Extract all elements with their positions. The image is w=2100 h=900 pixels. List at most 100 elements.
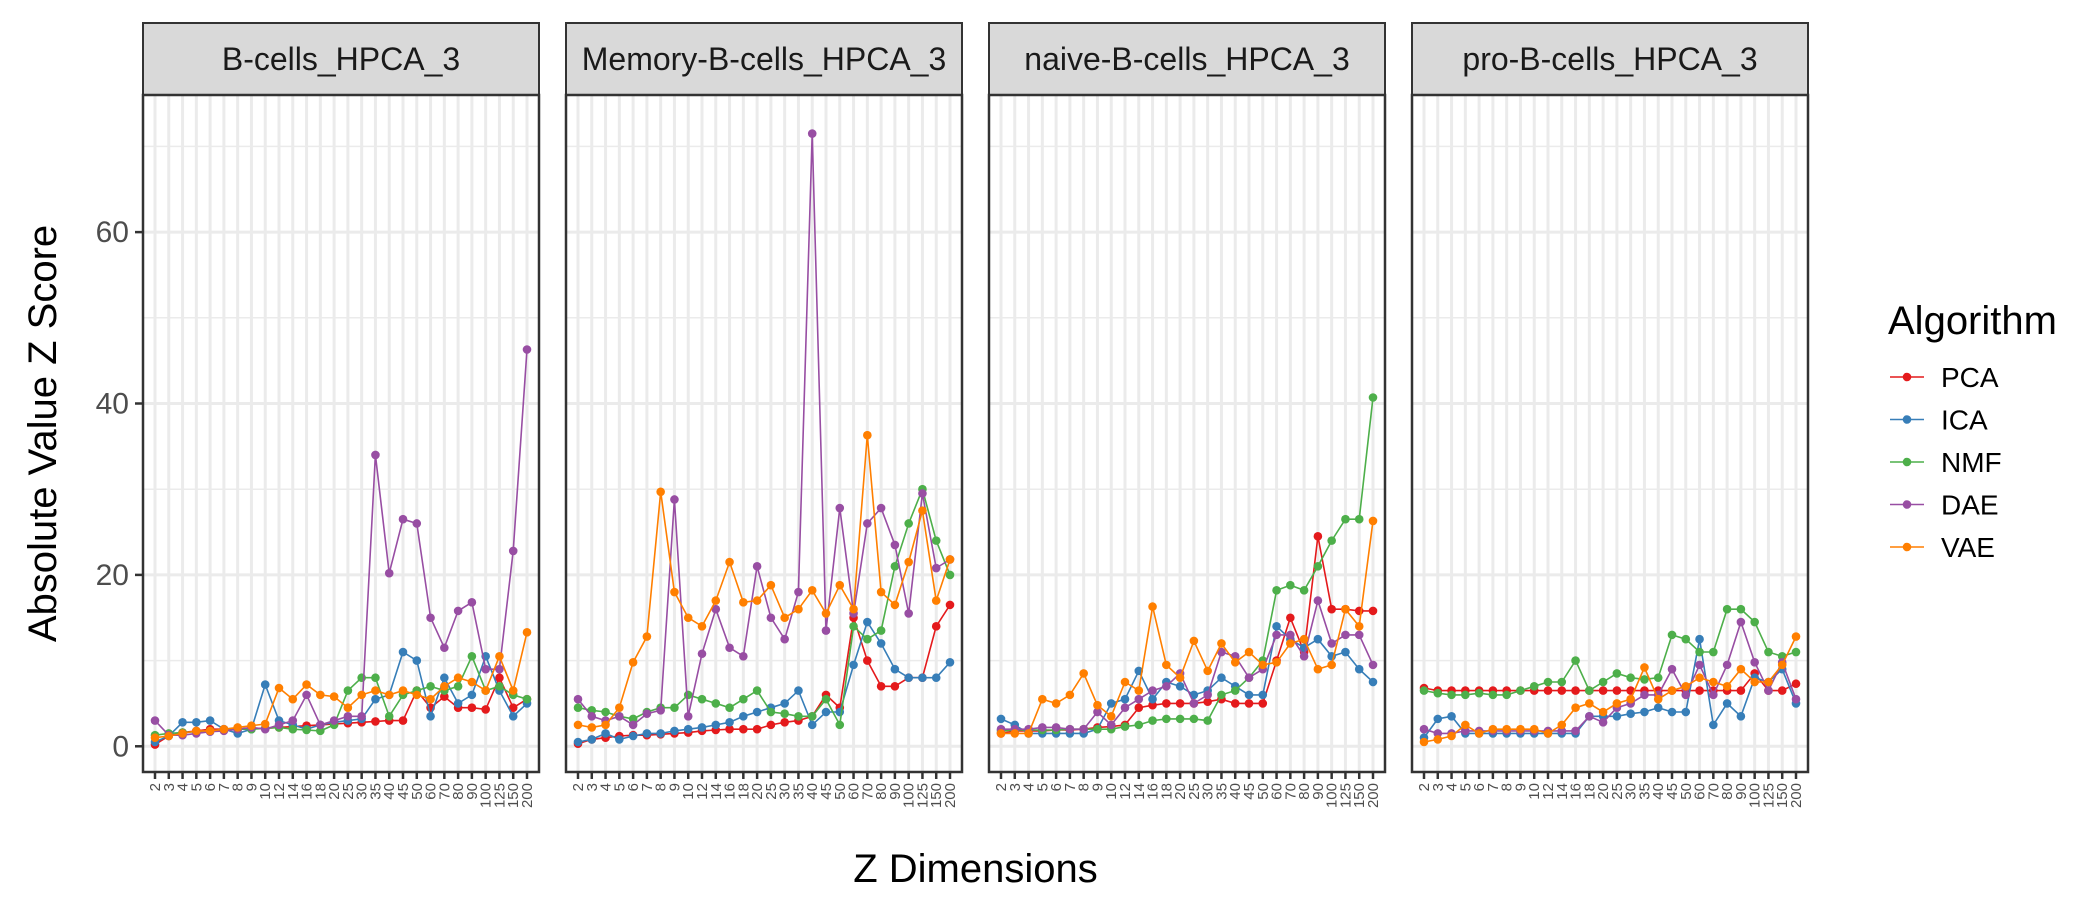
x-tick-label: 80	[450, 783, 467, 800]
x-tick-label: 200	[519, 783, 536, 808]
data-point-vae	[1777, 660, 1787, 670]
x-tick-label: 5	[188, 783, 205, 791]
series-line-vae	[154, 632, 528, 739]
data-point-nmf	[1750, 617, 1759, 627]
data-point-ica	[863, 617, 872, 627]
data-point-dae	[863, 519, 872, 528]
data-point-nmf	[1230, 686, 1240, 695]
data-point-vae	[931, 596, 941, 605]
data-point-vae	[1286, 639, 1295, 648]
data-point-dae	[876, 503, 886, 513]
data-point-dae	[1681, 690, 1691, 700]
data-point-ica	[807, 720, 817, 730]
data-point-pca	[1791, 679, 1801, 689]
data-point-nmf	[1791, 647, 1801, 657]
data-point-vae	[1217, 639, 1226, 648]
data-point-vae	[807, 586, 817, 595]
data-point-ica	[1175, 682, 1185, 691]
x-tick-label: 50	[1678, 783, 1695, 800]
data-point-vae	[1341, 604, 1350, 614]
data-point-pca	[1203, 697, 1212, 707]
panel-border	[1410, 93, 1810, 774]
x-tick-label: 150	[505, 783, 522, 808]
data-point-dae	[150, 716, 160, 725]
data-point-nmf	[683, 690, 693, 700]
data-point-nmf	[1598, 677, 1608, 687]
x-tick-label: 3	[1007, 783, 1024, 791]
x-tick-label: 25	[1609, 783, 1626, 800]
data-point-pca	[508, 703, 518, 713]
x-tick-label: 20	[1595, 783, 1612, 800]
y-tick-label: 60	[96, 216, 129, 249]
x-tick-label: 40	[1650, 783, 1667, 800]
data-point-vae	[780, 613, 789, 623]
x-tick-label: 45	[395, 783, 412, 800]
x-tick-label: 10	[680, 783, 697, 800]
data-point-ica	[426, 711, 435, 721]
data-point-nmf	[1695, 647, 1704, 657]
data-point-vae	[192, 726, 201, 736]
data-point-dae	[1750, 658, 1759, 667]
data-point-vae	[1529, 724, 1539, 734]
data-point-dae	[1598, 717, 1608, 727]
facet-strip	[988, 22, 1386, 96]
data-point-nmf	[1299, 586, 1309, 595]
x-tick-label: 2	[993, 783, 1010, 791]
data-point-vae	[453, 673, 463, 683]
data-point-nmf	[821, 694, 831, 704]
data-point-nmf	[316, 726, 325, 736]
data-point-vae	[1750, 677, 1759, 687]
data-point-vae	[316, 690, 325, 700]
x-tick-label: 150	[928, 783, 945, 808]
data-point-dae	[467, 598, 477, 607]
panel-background	[143, 95, 539, 772]
data-point-nmf	[1148, 716, 1157, 725]
data-point-dae	[739, 652, 748, 661]
data-point-vae	[587, 723, 597, 732]
data-point-vae	[1051, 699, 1061, 708]
legend-item-nmf: NMF	[1890, 447, 2002, 478]
data-point-dae	[481, 664, 490, 674]
data-point-ica	[918, 673, 927, 683]
data-point-vae	[1010, 729, 1020, 738]
data-point-nmf	[1777, 652, 1787, 661]
data-point-vae	[247, 721, 256, 731]
data-point-vae	[426, 694, 435, 704]
data-point-ica	[931, 673, 941, 683]
x-tick-label: 10	[1526, 783, 1543, 800]
data-point-nmf	[1354, 514, 1364, 524]
data-point-dae	[371, 450, 380, 460]
data-point-ica	[1354, 664, 1364, 674]
data-point-dae	[1120, 703, 1130, 713]
x-tick-label: 4	[1021, 783, 1038, 791]
data-point-vae	[1079, 669, 1088, 678]
data-point-nmf	[807, 711, 817, 721]
data-point-dae	[1093, 707, 1102, 717]
x-tick-label: 40	[1227, 783, 1244, 800]
data-point-nmf	[725, 703, 734, 713]
y-axis-title: Absolute Value Z Score	[21, 225, 65, 642]
data-point-nmf	[1722, 604, 1732, 614]
data-point-vae	[357, 690, 366, 700]
data-point-ica	[508, 711, 518, 721]
data-point-nmf	[1327, 536, 1336, 545]
x-tick-label: 80	[1719, 783, 1736, 800]
data-point-nmf	[1543, 677, 1553, 687]
data-point-vae	[1722, 682, 1732, 691]
data-point-dae	[1667, 664, 1677, 674]
data-point-ica	[670, 726, 679, 736]
data-point-nmf	[1585, 686, 1594, 695]
x-tick-label: 9	[1512, 783, 1529, 791]
data-point-dae	[725, 643, 734, 653]
data-point-ica	[398, 647, 408, 657]
data-point-ica	[794, 686, 803, 695]
facet-strip	[1411, 22, 1809, 96]
data-point-dae	[931, 563, 941, 573]
x-tick-label: 7	[639, 783, 656, 791]
data-point-vae	[302, 680, 311, 689]
y-tick-label: 0	[112, 730, 129, 763]
data-point-vae	[683, 613, 693, 623]
data-point-nmf	[1653, 673, 1663, 683]
data-point-ica	[739, 711, 748, 721]
data-point-vae	[1162, 660, 1171, 670]
